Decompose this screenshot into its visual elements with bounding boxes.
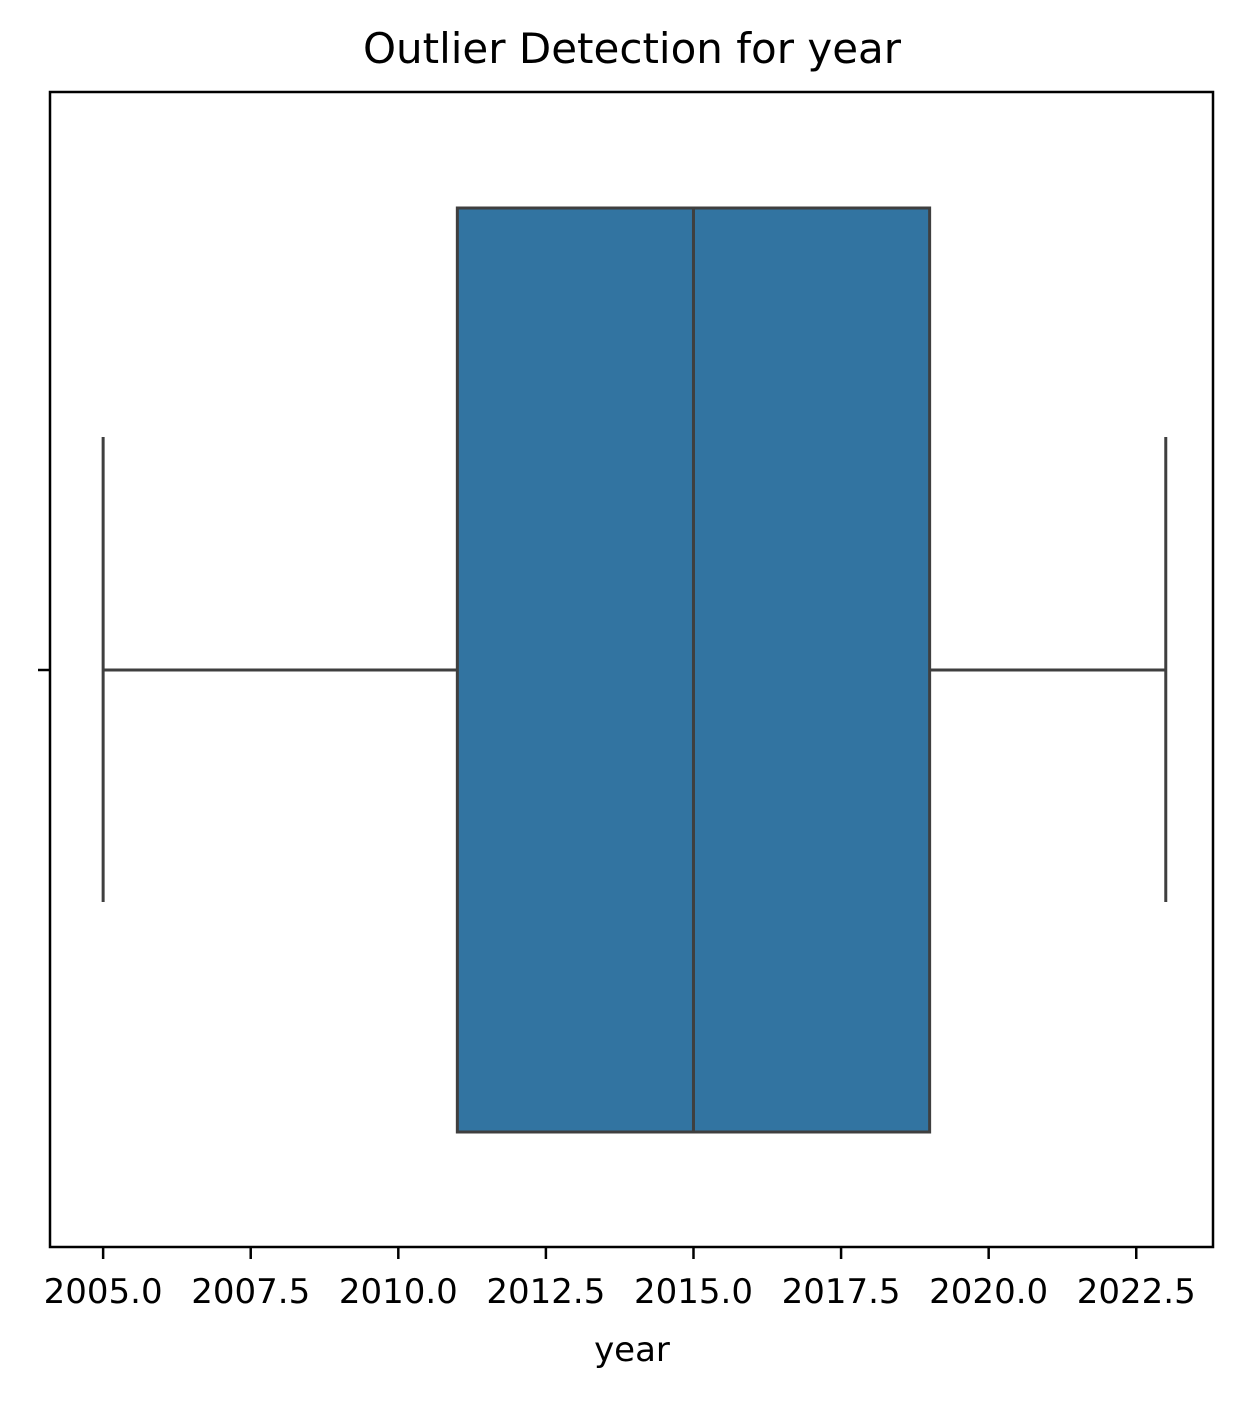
x-tick-label: 2010.0: [339, 1272, 458, 1312]
x-tick-label: 2007.5: [191, 1272, 310, 1312]
x-tick-label: 2022.5: [1077, 1272, 1196, 1312]
x-tick-label: 2020.0: [929, 1272, 1048, 1312]
x-tick-label: 2005.0: [44, 1272, 163, 1312]
chart-title: Outlier Detection for year: [362, 24, 902, 73]
x-axis-label: year: [594, 1330, 670, 1370]
x-tick-label: 2017.5: [782, 1272, 901, 1312]
x-tick-label: 2012.5: [486, 1272, 605, 1312]
x-axis-ticks: 2005.0 2007.5 2010.0 2012.5 2015.0 2017.5 2020…: [44, 1247, 1196, 1312]
x-tick-label: 2015.0: [634, 1272, 753, 1312]
marks-layer: [101, 206, 1168, 1134]
